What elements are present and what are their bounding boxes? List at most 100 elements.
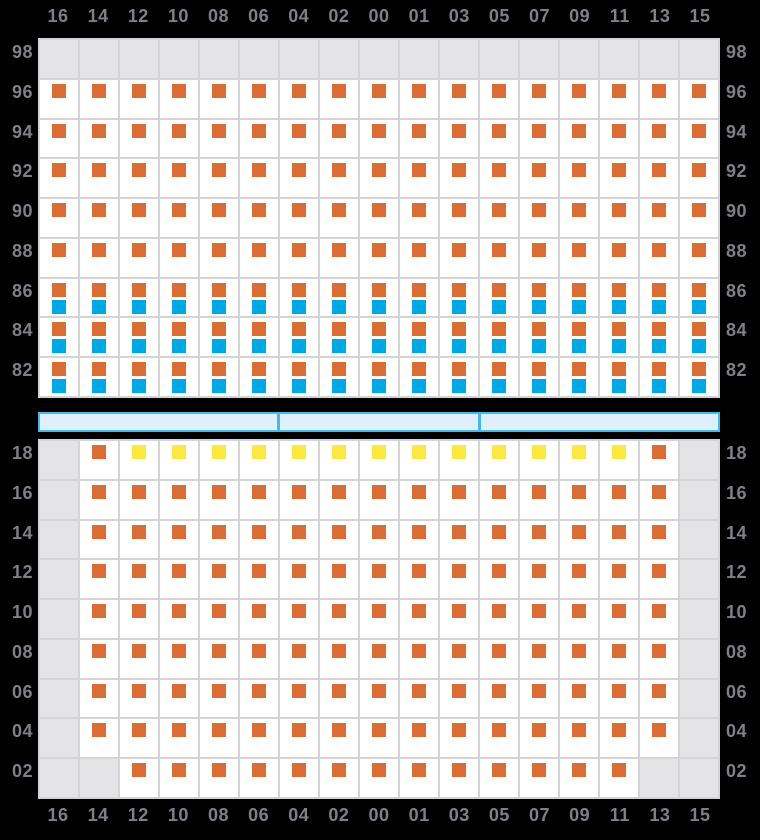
grid-cell[interactable] [360, 639, 398, 678]
grid-cell[interactable] [280, 238, 318, 277]
grid-cell[interactable] [200, 639, 238, 678]
grid-cell[interactable] [640, 199, 678, 237]
grid-cell[interactable] [240, 600, 278, 638]
grid-cell[interactable] [400, 159, 438, 198]
grid-cell[interactable] [160, 759, 198, 797]
grid-cell[interactable] [80, 639, 118, 678]
grid-cell[interactable] [440, 238, 478, 277]
grid-cell[interactable] [80, 119, 118, 158]
grid-cell[interactable] [680, 358, 718, 396]
grid-cell[interactable] [320, 639, 358, 678]
grid-cell[interactable] [160, 119, 198, 158]
grid-cell[interactable] [280, 520, 318, 559]
grid-cell[interactable] [360, 679, 398, 718]
grid-cell[interactable] [600, 159, 638, 198]
grid-cell[interactable] [560, 358, 598, 396]
grid-cell[interactable] [640, 358, 678, 396]
grid-cell[interactable] [560, 719, 598, 758]
grid-cell[interactable] [600, 318, 638, 357]
grid-cell[interactable] [80, 79, 118, 118]
grid-cell[interactable] [240, 639, 278, 678]
grid-cell[interactable] [360, 759, 398, 797]
grid-cell[interactable] [200, 441, 238, 479]
grid-cell[interactable] [440, 278, 478, 317]
grid-cell[interactable] [240, 679, 278, 718]
grid-cell[interactable] [320, 199, 358, 237]
grid-cell[interactable] [440, 318, 478, 357]
grid-cell[interactable] [560, 199, 598, 237]
grid-cell[interactable] [320, 119, 358, 158]
grid-cell[interactable] [600, 358, 638, 396]
grid-cell[interactable] [360, 719, 398, 758]
grid-cell[interactable] [160, 560, 198, 599]
grid-cell[interactable] [560, 278, 598, 317]
grid-cell[interactable] [640, 159, 678, 198]
grid-cell[interactable] [160, 639, 198, 678]
grid-cell[interactable] [160, 520, 198, 559]
grid-cell[interactable] [280, 560, 318, 599]
grid-cell[interactable] [80, 441, 118, 479]
grid-cell[interactable] [640, 318, 678, 357]
grid-cell[interactable] [160, 79, 198, 118]
grid-cell[interactable] [560, 318, 598, 357]
grid-cell[interactable] [200, 358, 238, 396]
grid-cell[interactable] [640, 560, 678, 599]
grid-cell[interactable] [240, 199, 278, 237]
grid-cell[interactable] [440, 199, 478, 237]
grid-cell[interactable] [120, 358, 158, 396]
grid-cell[interactable] [640, 278, 678, 317]
grid-cell[interactable] [400, 358, 438, 396]
grid-cell[interactable] [520, 679, 558, 718]
grid-cell[interactable] [480, 679, 518, 718]
grid-cell[interactable] [80, 238, 118, 277]
grid-cell[interactable] [40, 318, 78, 357]
grid-cell[interactable] [600, 79, 638, 118]
grid-cell[interactable] [160, 441, 198, 479]
grid-cell[interactable] [600, 520, 638, 559]
grid-cell[interactable] [400, 520, 438, 559]
grid-cell[interactable] [440, 719, 478, 758]
grid-cell[interactable] [440, 358, 478, 396]
grid-cell[interactable] [280, 159, 318, 198]
grid-cell[interactable] [680, 278, 718, 317]
grid-cell[interactable] [160, 679, 198, 718]
grid-cell[interactable] [320, 238, 358, 277]
grid-cell[interactable] [200, 318, 238, 357]
grid-cell[interactable] [280, 278, 318, 317]
grid-cell[interactable] [560, 639, 598, 678]
grid-cell[interactable] [520, 318, 558, 357]
grid-cell[interactable] [640, 119, 678, 158]
grid-cell[interactable] [600, 679, 638, 718]
grid-cell[interactable] [480, 159, 518, 198]
grid-cell[interactable] [480, 480, 518, 519]
grid-cell[interactable] [240, 278, 278, 317]
grid-cell[interactable] [360, 119, 398, 158]
grid-cell[interactable] [80, 679, 118, 718]
grid-cell[interactable] [320, 679, 358, 718]
grid-cell[interactable] [640, 600, 678, 638]
grid-cell[interactable] [40, 278, 78, 317]
grid-cell[interactable] [560, 560, 598, 599]
grid-cell[interactable] [600, 600, 638, 638]
grid-cell[interactable] [80, 278, 118, 317]
grid-cell[interactable] [560, 480, 598, 519]
grid-cell[interactable] [160, 159, 198, 198]
grid-cell[interactable] [280, 119, 318, 158]
grid-cell[interactable] [560, 119, 598, 158]
grid-cell[interactable] [240, 719, 278, 758]
grid-cell[interactable] [120, 480, 158, 519]
grid-cell[interactable] [200, 159, 238, 198]
grid-cell[interactable] [200, 679, 238, 718]
grid-cell[interactable] [160, 358, 198, 396]
grid-cell[interactable] [480, 199, 518, 237]
grid-cell[interactable] [120, 600, 158, 638]
grid-cell[interactable] [320, 759, 358, 797]
grid-cell[interactable] [240, 238, 278, 277]
grid-cell[interactable] [120, 679, 158, 718]
grid-cell[interactable] [120, 719, 158, 758]
grid-cell[interactable] [400, 560, 438, 599]
grid-cell[interactable] [440, 441, 478, 479]
grid-cell[interactable] [600, 278, 638, 317]
grid-cell[interactable] [600, 441, 638, 479]
grid-cell[interactable] [160, 318, 198, 357]
